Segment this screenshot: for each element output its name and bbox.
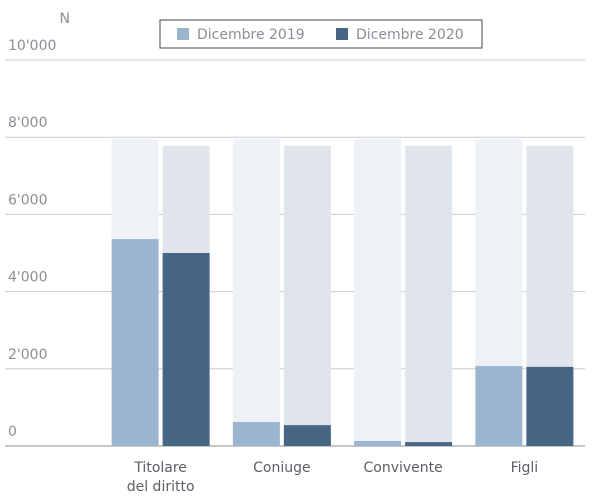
x-tick-label: Coniuge [253,460,311,476]
y-tick-label: 6'000 [8,192,47,208]
x-tick-label: Convivente [363,460,443,476]
y-tick-label: 10'000 [8,38,56,54]
y-tick-label: 2'000 [8,347,47,363]
background-bar [354,139,402,446]
y-tick-label: 4'000 [8,270,47,286]
background-bar [405,145,453,446]
bar [354,440,402,446]
legend-label: Dicembre 2019 [197,27,305,43]
x-tick-label: Titolare del diritto [126,460,195,495]
y-axis-label: N [60,11,70,27]
bar [475,366,523,446]
legend-label: Dicembre 2020 [356,27,464,43]
legend-swatch [336,28,348,40]
bar [405,442,453,446]
bar [162,253,210,446]
background-bar [283,145,331,446]
bar [232,422,280,446]
y-tick-label: 8'000 [8,115,47,131]
y-tick-label: 0 [8,424,17,440]
bar [526,366,574,446]
legend-box [159,19,483,49]
x-tick-label: Figli [510,460,539,476]
legend-swatch [177,28,189,40]
background-bar [232,139,280,446]
bar [283,425,331,446]
bar [111,239,159,446]
